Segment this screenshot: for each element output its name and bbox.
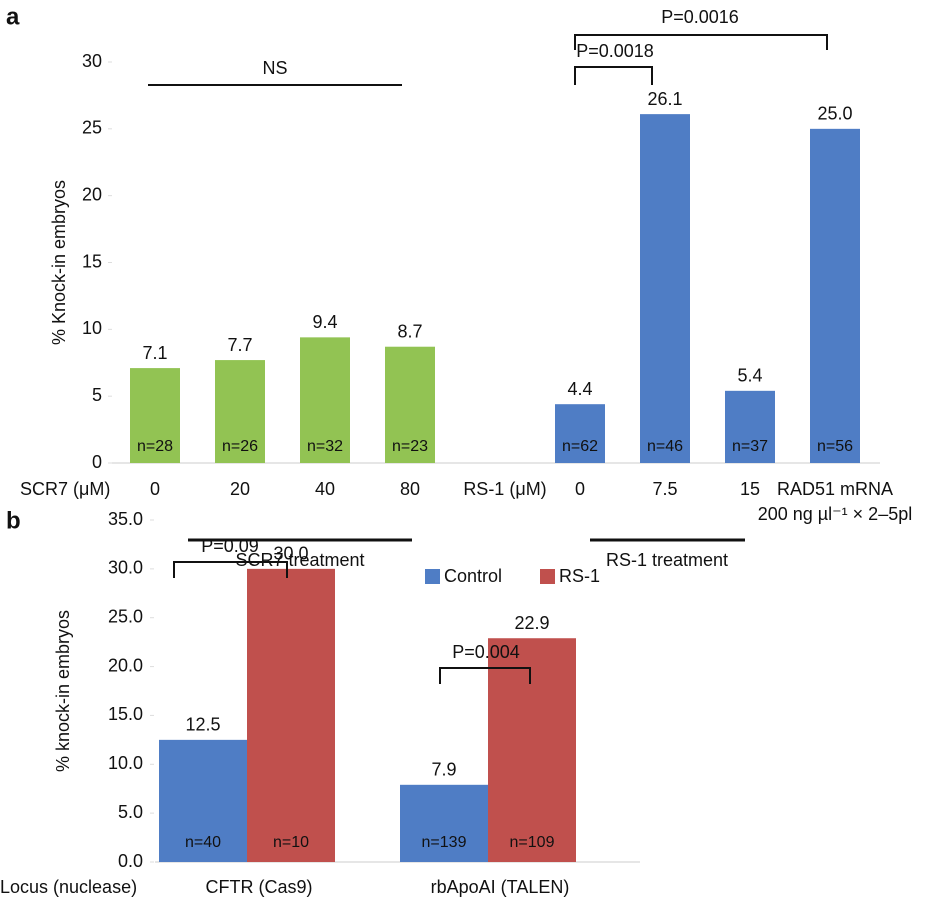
value-label: 9.4 <box>312 312 337 332</box>
bar <box>159 739 247 862</box>
legend-swatch <box>425 569 440 584</box>
y-tick-label: 0 <box>92 452 102 472</box>
value-label: 7.7 <box>227 335 252 355</box>
value-label: 7.1 <box>142 343 167 363</box>
bar <box>400 784 488 862</box>
bar <box>725 390 775 463</box>
y-tick-label: 35.0 <box>108 509 143 529</box>
annotation: P=0.004 <box>452 642 520 662</box>
bar <box>640 114 690 463</box>
x-axis-label: Locus (nuclease) <box>0 877 137 897</box>
annotation: P=0.0016 <box>661 7 739 27</box>
x-tick-label: 0 <box>575 479 585 499</box>
legend-swatch <box>540 569 555 584</box>
n-label: n=62 <box>562 438 598 455</box>
bar <box>300 337 350 463</box>
y-tick-label: 15 <box>82 251 102 271</box>
x-tick-label: 7.5 <box>652 479 677 499</box>
value-label: 12.5 <box>185 715 220 735</box>
legend-label: Control <box>444 566 502 586</box>
bracket <box>574 66 653 85</box>
value-label: 8.7 <box>397 321 422 341</box>
x-axis-label: RS-1 (μM) <box>463 479 546 499</box>
bracket <box>439 667 531 684</box>
y-tick-label: 15.0 <box>108 704 143 724</box>
x-tick-label: 40 <box>315 479 335 499</box>
value-label: 25.0 <box>817 104 852 124</box>
n-label: n=109 <box>510 834 555 851</box>
bar <box>130 368 180 463</box>
n-label: n=46 <box>647 438 683 455</box>
y-axis-label: % knock-in embryos <box>53 610 73 772</box>
bar <box>488 638 576 862</box>
y-tick-label: 5.0 <box>118 802 143 822</box>
n-label: n=32 <box>307 438 343 455</box>
treatment-label: RS-1 treatment <box>606 550 728 570</box>
value-label: 22.9 <box>514 613 549 633</box>
y-tick-label: 30 <box>82 51 102 71</box>
panel-label: a <box>6 3 20 30</box>
bar <box>247 568 335 862</box>
annotation: NS <box>262 58 287 78</box>
bar <box>215 360 265 463</box>
value-label: 26.1 <box>647 89 682 109</box>
value-label: 5.4 <box>737 366 762 386</box>
n-label: n=40 <box>185 834 221 851</box>
panel-label: b <box>6 507 21 534</box>
legend-label: RS-1 <box>559 566 600 586</box>
y-tick-label: 10 <box>82 318 102 338</box>
annotation: P=0.09 <box>201 536 259 556</box>
x-tick-label: 20 <box>230 479 250 499</box>
y-tick-label: 25 <box>82 118 102 138</box>
x-tick-label: 0 <box>150 479 160 499</box>
y-tick-label: 20.0 <box>108 655 143 675</box>
treatment-label: SCR7 treatment <box>235 550 364 570</box>
x-tick-label: 80 <box>400 479 420 499</box>
n-label: n=10 <box>273 834 309 851</box>
bar <box>810 128 860 464</box>
x-tick-label: rbApoAI (TALEN) <box>431 877 570 897</box>
n-label: n=23 <box>392 438 428 455</box>
y-tick-label: 30.0 <box>108 558 143 578</box>
x-tick-label: RAD51 mRNA <box>777 479 893 499</box>
value-label: 7.9 <box>431 760 456 780</box>
n-label: n=28 <box>137 438 173 455</box>
bracket <box>574 34 828 50</box>
y-tick-label: 20 <box>82 184 102 204</box>
y-tick-label: 10.0 <box>108 753 143 773</box>
x-tick-label: CFTR (Cas9) <box>206 877 313 897</box>
n-label: n=139 <box>422 834 467 851</box>
bar <box>555 404 605 463</box>
y-tick-label: 25.0 <box>108 606 143 626</box>
x-tick-label: 200 ng µl⁻¹ × 2–5pl <box>758 504 912 524</box>
y-tick-label: 5 <box>92 385 102 405</box>
annotation: P=0.0018 <box>576 41 654 61</box>
bracket <box>173 561 288 578</box>
x-axis-label: SCR7 (μM) <box>20 479 110 499</box>
n-label: n=56 <box>817 438 853 455</box>
n-label: n=37 <box>732 438 768 455</box>
x-tick-label: 15 <box>740 479 760 499</box>
value-label: 30.0 <box>273 544 308 564</box>
y-tick-label: 0.0 <box>118 851 143 871</box>
bar <box>385 346 435 463</box>
value-label: 4.4 <box>567 379 592 399</box>
n-label: n=26 <box>222 438 258 455</box>
y-axis-label: % Knock-in embryos <box>49 180 69 345</box>
